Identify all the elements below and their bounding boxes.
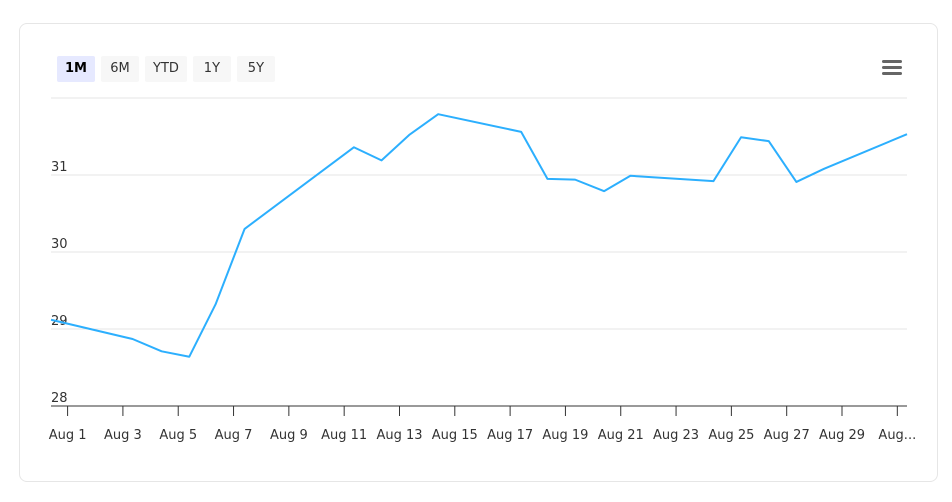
range-button[interactable]: 6M [101,56,139,82]
x-tick-label: Aug 27 [764,428,810,443]
x-tick-label: Aug 1 [49,428,87,443]
x-tick-label: Aug 7 [215,428,253,443]
price-line [50,113,908,358]
x-tick-label: Aug 19 [542,428,588,443]
range-button[interactable]: 5Y [236,56,275,82]
menu-icon[interactable] [882,60,902,75]
x-tick-label: Aug 23 [653,428,699,443]
x-tick-label: Aug 11 [321,428,367,443]
x-tick-label: Aug 13 [376,428,422,443]
range-button[interactable]: 1Y [192,56,231,82]
y-tick-label: 31 [51,160,68,175]
range-button[interactable]: YTD [145,56,187,82]
range-button[interactable]: 1M [57,56,95,82]
range-selector: 1M 6M YTD 1Y 5Y [57,56,275,82]
x-tick-label: Aug 17 [487,428,533,443]
x-tick-label: Aug 21 [598,428,644,443]
x-tick-label: Aug 15 [432,428,478,443]
x-tick-label: Aug... [878,428,916,443]
x-tick-label: Aug 3 [104,428,142,443]
y-tick-label: 30 [51,237,68,252]
x-tick-label: Aug 5 [159,428,197,443]
x-tick-label: Aug 29 [819,428,865,443]
x-tick-label: Aug 25 [708,428,754,443]
x-tick-label: Aug 9 [270,428,308,443]
y-tick-label: 28 [51,391,68,406]
chart-card [19,23,938,482]
